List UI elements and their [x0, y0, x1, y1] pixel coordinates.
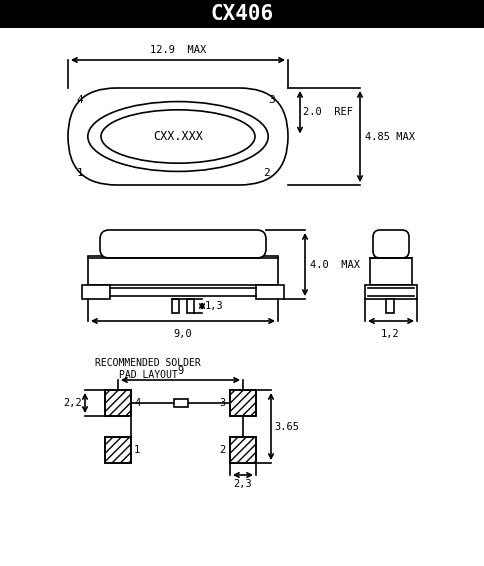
Bar [386, 299, 394, 313]
Ellipse shape [101, 110, 255, 163]
Text: CX406: CX406 [211, 4, 273, 24]
Text: 1,2: 1,2 [380, 329, 399, 339]
FancyBboxPatch shape [373, 230, 409, 258]
Text: 1: 1 [76, 168, 83, 178]
Text: 4: 4 [134, 398, 140, 408]
Text: 4: 4 [76, 95, 83, 105]
FancyBboxPatch shape [68, 88, 288, 185]
Bar [173, 399, 187, 407]
Bar [230, 390, 256, 416]
Text: 2,3: 2,3 [234, 479, 252, 489]
Text: 2: 2 [220, 445, 226, 455]
Bar [105, 390, 131, 416]
FancyBboxPatch shape [100, 230, 266, 258]
Text: 2,2: 2,2 [63, 398, 82, 408]
Bar [187, 299, 194, 313]
Text: RECOMMENDED SOLDER: RECOMMENDED SOLDER [95, 358, 201, 368]
Text: 1,3: 1,3 [205, 301, 224, 311]
Text: PAD LAYOUT: PAD LAYOUT [119, 370, 177, 380]
Text: 3: 3 [220, 398, 226, 408]
Bar [230, 437, 256, 463]
Text: 1: 1 [134, 445, 140, 455]
Text: CXX.XXX: CXX.XXX [153, 130, 203, 143]
Text: 3: 3 [269, 95, 275, 105]
Bar [230, 390, 256, 416]
Text: 9: 9 [177, 366, 183, 376]
Text: 3.65: 3.65 [274, 422, 299, 431]
Bar [0, 0, 484, 28]
Text: 4.85 MAX: 4.85 MAX [365, 131, 415, 142]
Text: 4.0  MAX: 4.0 MAX [310, 259, 360, 269]
Bar [88, 256, 278, 285]
Bar [365, 285, 417, 299]
Bar [105, 390, 131, 416]
Bar [370, 258, 412, 285]
Text: 2.0  REF: 2.0 REF [303, 107, 353, 117]
Bar [256, 285, 284, 299]
Bar [230, 437, 256, 463]
Text: 12.9  MAX: 12.9 MAX [150, 45, 206, 55]
Text: 2: 2 [263, 168, 270, 178]
Ellipse shape [88, 101, 268, 171]
Bar [82, 285, 110, 299]
Bar [105, 437, 131, 463]
Text: 9,0: 9,0 [174, 329, 192, 339]
Bar [172, 299, 179, 313]
Bar [105, 437, 131, 463]
